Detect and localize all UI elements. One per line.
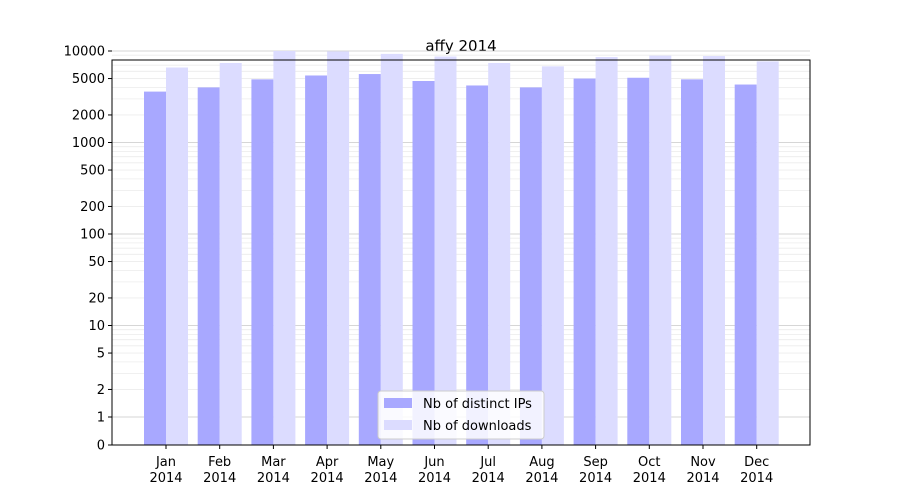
x-tick-label: Dec 2014 — [740, 455, 773, 486]
bar-distinct-ips — [681, 79, 703, 446]
x-tick-label: May 2014 — [364, 455, 397, 486]
x-tick-label: Mar 2014 — [257, 455, 290, 486]
bar-distinct-ips — [573, 78, 596, 445]
y-tick-label: 0 — [97, 439, 105, 454]
y-tick-label: 1 — [97, 411, 105, 426]
bar-distinct-ips — [519, 87, 542, 446]
bar-distinct-ips — [197, 87, 220, 446]
bar-downloads — [380, 53, 403, 445]
x-tick-label: Jul 2014 — [472, 455, 505, 486]
bar-downloads — [219, 62, 242, 445]
x-tick-label: Oct 2014 — [633, 455, 666, 486]
y-tick-label: 5 — [97, 347, 105, 362]
x-axis: Jan 2014 Feb 2014 Mar 2014 Apr 2014 May 2014 Jun 20… — [149, 445, 773, 486]
x-tick-label: Sep 2014 — [579, 455, 612, 486]
x-tick-label: Jun 2014 — [418, 455, 451, 486]
legend-swatch — [384, 398, 412, 408]
bar-downloads — [756, 61, 779, 445]
bars — [144, 51, 779, 446]
legend-label: Nb of downloads — [423, 419, 532, 434]
bar-downloads — [327, 51, 350, 445]
bar-distinct-ips — [358, 74, 381, 445]
x-tick-label: Feb 2014 — [203, 455, 236, 486]
y-tick-label: 5000 — [72, 72, 105, 87]
legend-label: Nb of distinct IPs — [423, 397, 532, 412]
bar-downloads — [703, 56, 725, 445]
y-tick-label: 20 — [88, 291, 105, 306]
x-tick-label: Aug 2014 — [525, 455, 558, 486]
y-tick-label: 10000 — [64, 45, 105, 60]
bar-downloads — [434, 56, 457, 445]
bar-distinct-ips — [305, 75, 328, 446]
x-tick-label: Nov 2014 — [686, 455, 719, 486]
y-axis: 0 1 2 5 10 20 50 100 200 500 1000 2000 5000 10000 — [64, 45, 112, 454]
bar-distinct-ips — [412, 81, 435, 445]
y-tick-label: 200 — [80, 200, 105, 215]
x-tick-label: Jan 2014 — [149, 455, 182, 486]
legend-swatch — [384, 420, 412, 430]
y-tick-label: 2 — [97, 383, 105, 398]
plot-frame — [111, 59, 811, 446]
bar-downloads — [273, 51, 296, 445]
y-tick-label: 2000 — [72, 108, 105, 123]
bar-downloads — [649, 55, 672, 446]
bar-downloads — [541, 66, 564, 445]
bar-distinct-ips — [734, 84, 757, 446]
y-tick-label: 1000 — [72, 136, 105, 151]
bar-distinct-ips — [251, 79, 274, 446]
bar-distinct-ips — [627, 77, 650, 446]
bar-downloads — [595, 56, 618, 445]
chart-title: affy 2014 — [425, 37, 496, 55]
y-tick-label: 500 — [80, 164, 105, 179]
y-tick-label: 50 — [88, 255, 105, 270]
bar-downloads — [166, 67, 188, 446]
y-tick-label: 100 — [80, 228, 105, 243]
bar-distinct-ips — [144, 91, 166, 445]
bar-downloads — [488, 62, 511, 445]
legend-box — [377, 390, 545, 440]
legend: Nb of distinct IPs Nb of downloads — [377, 390, 545, 440]
y-tick-label: 10 — [88, 319, 105, 334]
x-tick-label: Apr 2014 — [311, 455, 344, 486]
bar-distinct-ips — [466, 85, 489, 445]
